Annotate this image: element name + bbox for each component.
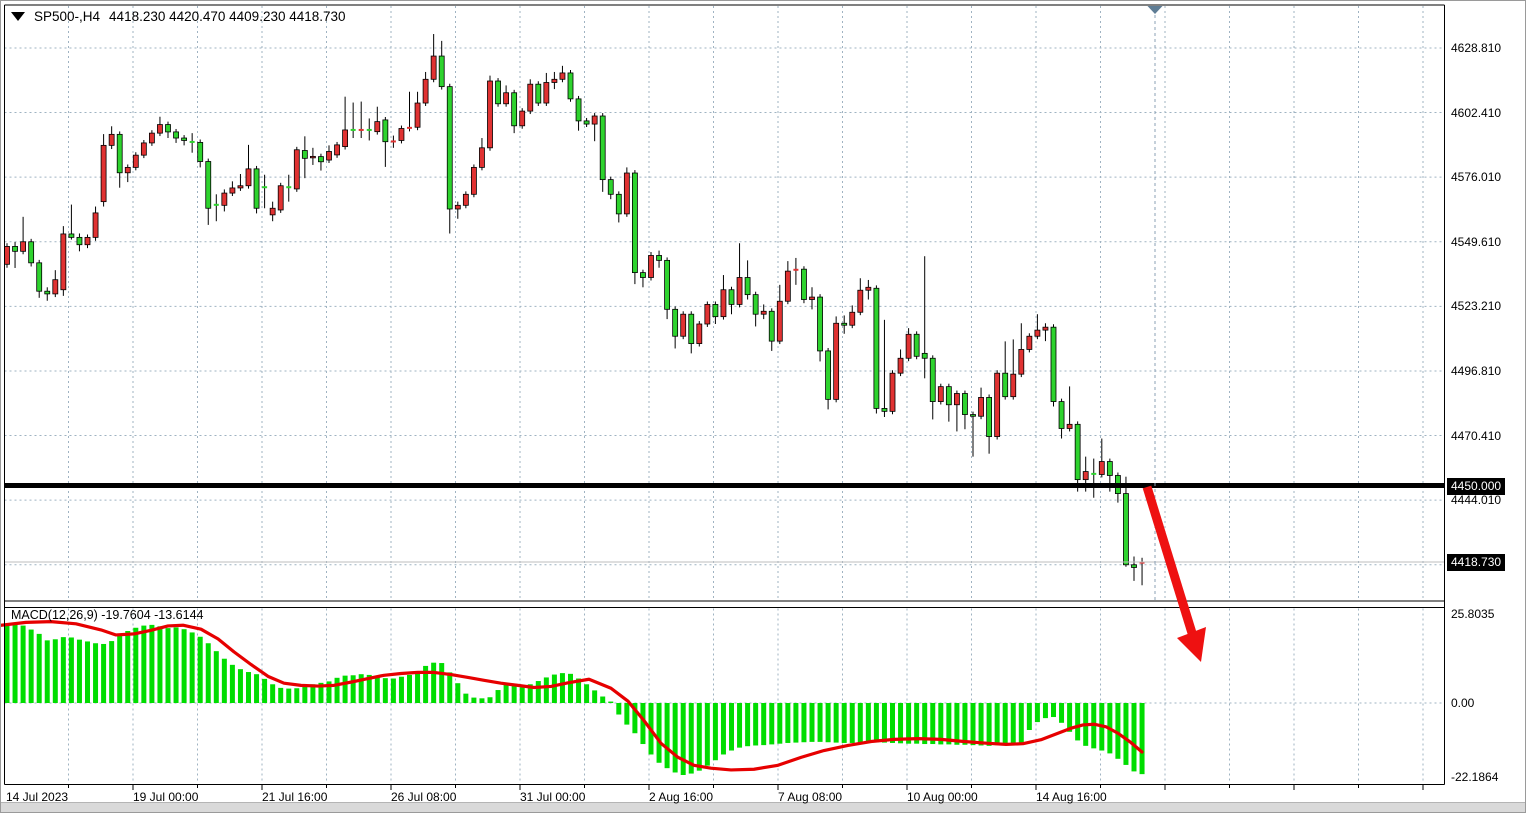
price-tick-label: 4523.210 — [1451, 299, 1502, 314]
indicator-label: MACD(12,26,9) -19.7604 -13.6144 — [11, 608, 204, 622]
time-axis[interactable]: 14 Jul 2023 19 Jul 00:00 21 Jul 16:00 26 Ju… — [1, 785, 1444, 806]
price-tick-label: 4602.410 — [1451, 105, 1502, 120]
macd-tick-label: 0.00 — [1451, 696, 1475, 710]
price-tick-label: 4628.810 — [1451, 40, 1502, 55]
time-tick-label: 31 Jul 00:00 — [520, 790, 586, 804]
symbol-period-label: SP500-,H4 — [34, 9, 101, 24]
macd-tick-label: 25.8035 — [1451, 607, 1495, 621]
price-tick-label: 4496.810 — [1451, 363, 1502, 378]
hline-price-badge: 4450.000 — [1447, 477, 1506, 495]
bottom-strip — [1, 802, 1525, 812]
time-tick-label: 21 Jul 16:00 — [262, 790, 328, 804]
shift-marker-icon[interactable] — [1147, 6, 1163, 14]
macd-tick-label: -22.1864 — [1451, 770, 1499, 784]
horizontal-line-4450[interactable] — [4, 483, 1445, 488]
time-tick-label: 14 Jul 2023 — [6, 790, 69, 804]
macd-axis[interactable]: 25.8035 0.00 -22.1864 — [1444, 601, 1525, 786]
symbol-info: SP500-,H4 4418.230 4420.470 4409.230 441… — [11, 9, 346, 24]
price-axis[interactable]: 4628.810 4602.410 4576.010 4549.610 4523.210… — [1444, 1, 1525, 786]
time-tick-label: 7 Aug 08:00 — [778, 790, 843, 804]
time-tick-label: 26 Jul 08:00 — [391, 790, 457, 804]
price-tick-label: 4576.010 — [1451, 170, 1502, 185]
time-tick-label: 14 Aug 16:00 — [1036, 790, 1107, 804]
time-tick-label: 19 Jul 00:00 — [133, 790, 199, 804]
time-tick-label: 10 Aug 00:00 — [907, 790, 978, 804]
trend-arrow[interactable] — [1142, 485, 1197, 635]
ohlc-readout: 4418.230 4420.470 4409.230 4418.730 — [109, 9, 346, 24]
trend-arrow-head[interactable] — [1177, 627, 1206, 662]
current-price-badge: 4418.730 — [1447, 554, 1506, 572]
time-tick-label: 2 Aug 16:00 — [649, 790, 714, 804]
price-tick-label: 4444.010 — [1451, 493, 1502, 508]
price-tick-label: 4549.610 — [1451, 234, 1502, 249]
price-tick-label: 4470.410 — [1451, 428, 1502, 443]
symbol-dropdown-icon — [11, 12, 25, 21]
